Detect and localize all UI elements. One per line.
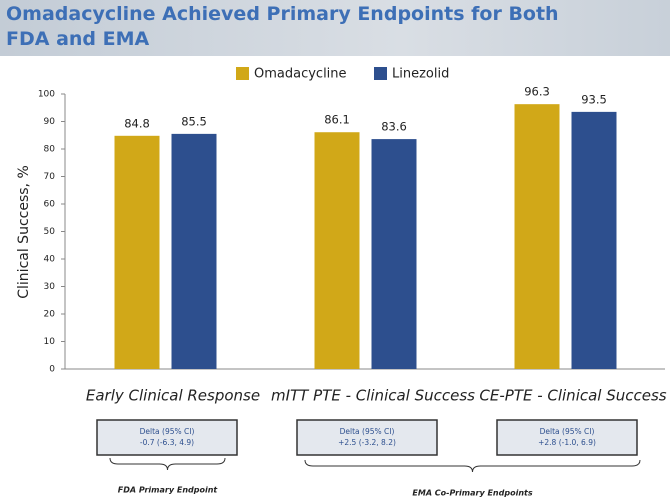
bracket-label: EMA Co-Primary Endpoints	[412, 489, 532, 498]
bar	[114, 135, 160, 369]
chart-title: Omadacycline Achieved Primary Endpoints …	[6, 3, 559, 50]
legend-label: Omadacycline	[254, 67, 347, 82]
bar	[171, 133, 217, 369]
delta-text: +2.8 (-1.0, 6.9)	[538, 438, 596, 447]
y-tick-label: 80	[44, 145, 56, 155]
y-tick-label: 40	[44, 255, 56, 265]
y-tick-label: 70	[44, 172, 56, 182]
bar	[514, 104, 560, 370]
y-tick-label: 60	[44, 200, 56, 210]
legend-label: Linezolid	[392, 67, 449, 82]
fda-brace	[109, 457, 226, 471]
delta-text: +2.5 (-3.2, 8.2)	[338, 438, 396, 447]
title-banner: Omadacycline Achieved Primary Endpoints …	[0, 0, 670, 56]
y-tick-label: 0	[49, 365, 55, 375]
y-tick-label: 20	[44, 310, 56, 320]
delta-label: Delta (95% CI)	[540, 427, 595, 436]
y-tick-label: 90	[44, 117, 56, 127]
ema-brace	[304, 459, 641, 473]
bar	[371, 139, 417, 369]
legend-swatch	[374, 67, 387, 80]
delta-box	[296, 419, 438, 456]
value-label: 96.3	[524, 85, 550, 99]
delta-box	[496, 419, 638, 456]
y-tick-label: 100	[38, 90, 55, 100]
x-tick-label: mITT PTE - Clinical Success	[271, 387, 475, 405]
value-label: 83.6	[381, 120, 407, 134]
bar	[314, 132, 360, 369]
bar	[571, 111, 617, 369]
value-label: 86.1	[324, 113, 350, 127]
x-tick-label: CE-PTE - Clinical Success	[479, 387, 666, 405]
y-axis-label: Clinical Success, %	[16, 165, 32, 299]
y-tick-label: 50	[44, 227, 56, 237]
value-label: 84.8	[124, 116, 150, 130]
y-tick-label: 10	[44, 337, 56, 347]
bracket-label: FDA Primary Endpoint	[118, 486, 219, 495]
delta-label: Delta (95% CI)	[340, 427, 395, 436]
delta-text: -0.7 (-6.3, 4.9)	[140, 438, 194, 447]
legend-swatch	[236, 67, 249, 80]
delta-box	[96, 419, 238, 456]
x-tick-label: Early Clinical Response	[86, 387, 260, 405]
value-label: 93.5	[581, 92, 607, 106]
y-tick-label: 30	[44, 282, 56, 292]
value-label: 85.5	[181, 114, 207, 128]
delta-label: Delta (95% CI)	[140, 427, 195, 436]
